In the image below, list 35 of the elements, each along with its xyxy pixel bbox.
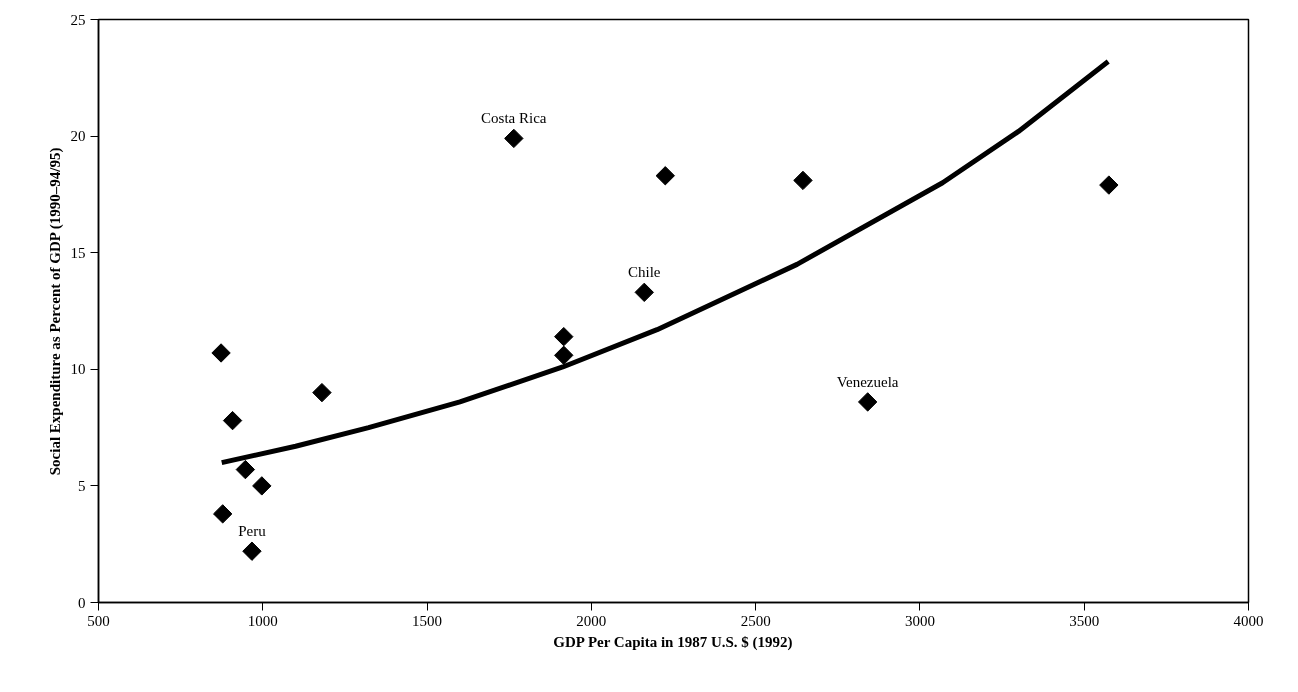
y-tick-label: 25 [70, 11, 86, 28]
point [235, 459, 256, 480]
point [634, 282, 654, 303]
x-axis-title: GDP Per Capita in 1987 U.S. $ (1992) [553, 633, 793, 651]
y-axis-title: Social Expenditure as Percent of GDP (1990–94/95) [46, 147, 64, 476]
point [793, 170, 813, 191]
point [222, 410, 243, 431]
point [242, 541, 262, 561]
annotation: Peru [238, 523, 267, 540]
annotation: Venezuela [836, 373, 899, 390]
annotation: Costa Rica [481, 110, 547, 127]
x-tick-label: 3500 [1069, 612, 1100, 629]
y-tick-label: 5 [78, 477, 86, 494]
point [554, 326, 574, 347]
point [554, 345, 574, 365]
point [655, 166, 675, 186]
y-tick-label: 10 [70, 361, 86, 378]
point [252, 476, 272, 496]
x-tick-label: 2000 [576, 612, 607, 629]
y-tick-label: 20 [70, 128, 86, 145]
point [211, 343, 231, 363]
x-tick-label: 1500 [412, 612, 443, 629]
x-tick-label: 4000 [1233, 612, 1264, 629]
x-tick-label: 3000 [904, 612, 935, 629]
x-tick-label: 1000 [247, 612, 278, 629]
y-tick-label: 15 [70, 244, 86, 261]
x-tick-label: 2500 [740, 612, 771, 629]
point [1099, 175, 1119, 195]
y-tick-label: 0 [78, 594, 86, 611]
point [312, 382, 332, 403]
annotation: Chile [628, 264, 661, 281]
point [857, 392, 878, 412]
point [213, 504, 233, 524]
x-tick-label: 500 [87, 612, 110, 629]
point [504, 128, 524, 149]
